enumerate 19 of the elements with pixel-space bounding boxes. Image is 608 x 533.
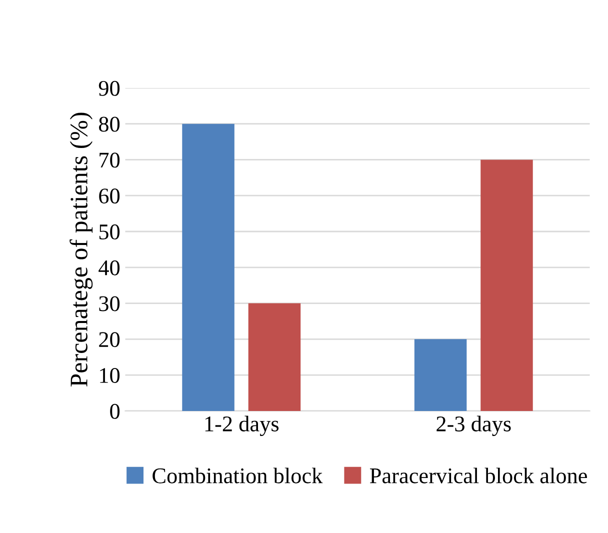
y-tick-label: 40 [98, 260, 120, 276]
y-tick-label: 0 [110, 404, 120, 419]
bar [248, 303, 301, 411]
x-tick-label: 1-2 days [205, 416, 279, 436]
legend-label: Paracervical block alone [370, 468, 587, 484]
y-tick-label: 60 [99, 188, 120, 204]
y-tick-label: 70 [100, 152, 120, 168]
y-tick-label: 50 [99, 224, 120, 240]
bar [182, 124, 234, 411]
x-tick-label: 2-3 days [436, 416, 511, 436]
y-tick-label: 90 [98, 80, 120, 96]
y-tick-label: 20 [99, 332, 120, 348]
y-tick-label: 30 [99, 296, 120, 312]
y-axis-title: Percenatege of patients (%) [70, 112, 93, 387]
y-tick-label: 10 [100, 368, 120, 383]
bar [414, 339, 467, 411]
bar [480, 160, 533, 411]
legend-label: Combination block [152, 468, 323, 484]
y-tick-label: 80 [99, 116, 120, 132]
